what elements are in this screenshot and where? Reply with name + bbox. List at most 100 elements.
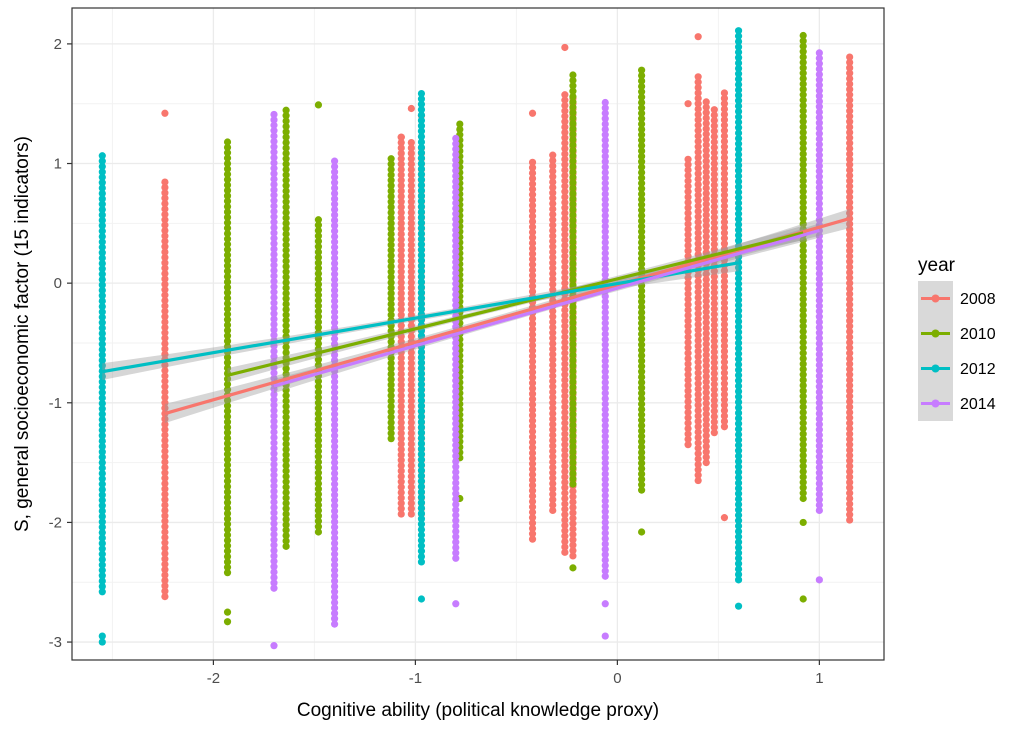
data-point [734,328,743,336]
data-point [815,97,823,105]
data-point [694,73,702,81]
data-point [815,474,823,482]
data-point [452,452,460,460]
data-point [684,301,692,309]
data-point [330,243,339,251]
data-point [270,240,278,248]
data-point [528,158,537,166]
data-point [799,387,807,395]
data-point [528,492,537,500]
data-point [98,534,106,542]
data-point [710,143,718,151]
data-point [815,415,823,423]
data-point [549,205,557,213]
data-point [330,550,339,558]
data-point [282,128,290,136]
data-point [684,365,692,373]
data-point [601,319,609,327]
data-point [569,146,577,154]
data-point [223,423,232,431]
data-point [561,177,569,185]
data-point [720,223,729,232]
data-point [282,435,290,443]
data-point [702,383,710,391]
data-point [601,411,609,419]
data-point [815,393,823,402]
data-point [734,118,743,126]
data-point [528,470,537,479]
data-point [815,426,823,434]
data-point [702,135,710,144]
data-point [569,536,577,544]
data-point [528,524,537,533]
data-point [569,135,577,144]
data-point [528,438,537,446]
data-point [702,405,710,413]
data-point [407,365,415,373]
data-point [223,170,232,178]
data-point [734,554,743,562]
data-point [282,316,290,324]
data-point [846,91,854,99]
data-point [638,141,646,150]
data-point [815,356,823,364]
data-point [528,481,537,489]
data-point [282,252,290,260]
data-point [734,565,743,573]
data-point [387,370,395,378]
data-point [270,143,278,151]
data-point [270,520,278,528]
data-point [98,189,106,198]
data-point [638,448,646,457]
data-point [734,425,743,433]
data-point [452,382,460,390]
data-point [702,372,710,381]
data-point [98,243,106,251]
data-point [694,78,702,86]
data-point [223,439,232,448]
data-point [815,130,823,138]
data-point [815,232,823,240]
data-point [601,529,609,537]
data-point [270,223,278,232]
data-point [270,412,278,420]
data-point [223,159,232,168]
data-point [330,561,339,569]
data-point [98,297,106,305]
data-point [549,264,557,272]
data-point [684,274,692,282]
data-point [98,582,106,591]
data-point [407,273,415,281]
data-point [387,375,395,384]
data-point [734,533,743,541]
data-point [601,357,609,365]
data-point [799,467,807,476]
data-point [223,262,232,270]
data-point [684,214,692,223]
data-point [684,360,692,368]
legend-label-2012: 2012 [960,361,996,378]
data-point [98,507,106,515]
legend-dot-2010 [931,329,940,338]
data-point [846,371,854,379]
data-point [417,133,426,141]
data-point [330,211,339,219]
data-point [417,159,426,168]
data-point [734,59,743,67]
data-point [223,412,232,421]
data-point [452,430,460,439]
data-point [98,491,106,499]
data-point [799,371,807,379]
data-point [684,252,692,260]
data-point [314,221,323,229]
y-tick-label: -3 [49,634,62,651]
data-point [161,259,169,267]
data-point [452,215,460,223]
data-point [720,132,729,140]
data-point [684,392,692,400]
data-point [720,207,729,215]
data-point [397,278,405,287]
data-point [815,205,823,213]
data-point [223,186,232,195]
